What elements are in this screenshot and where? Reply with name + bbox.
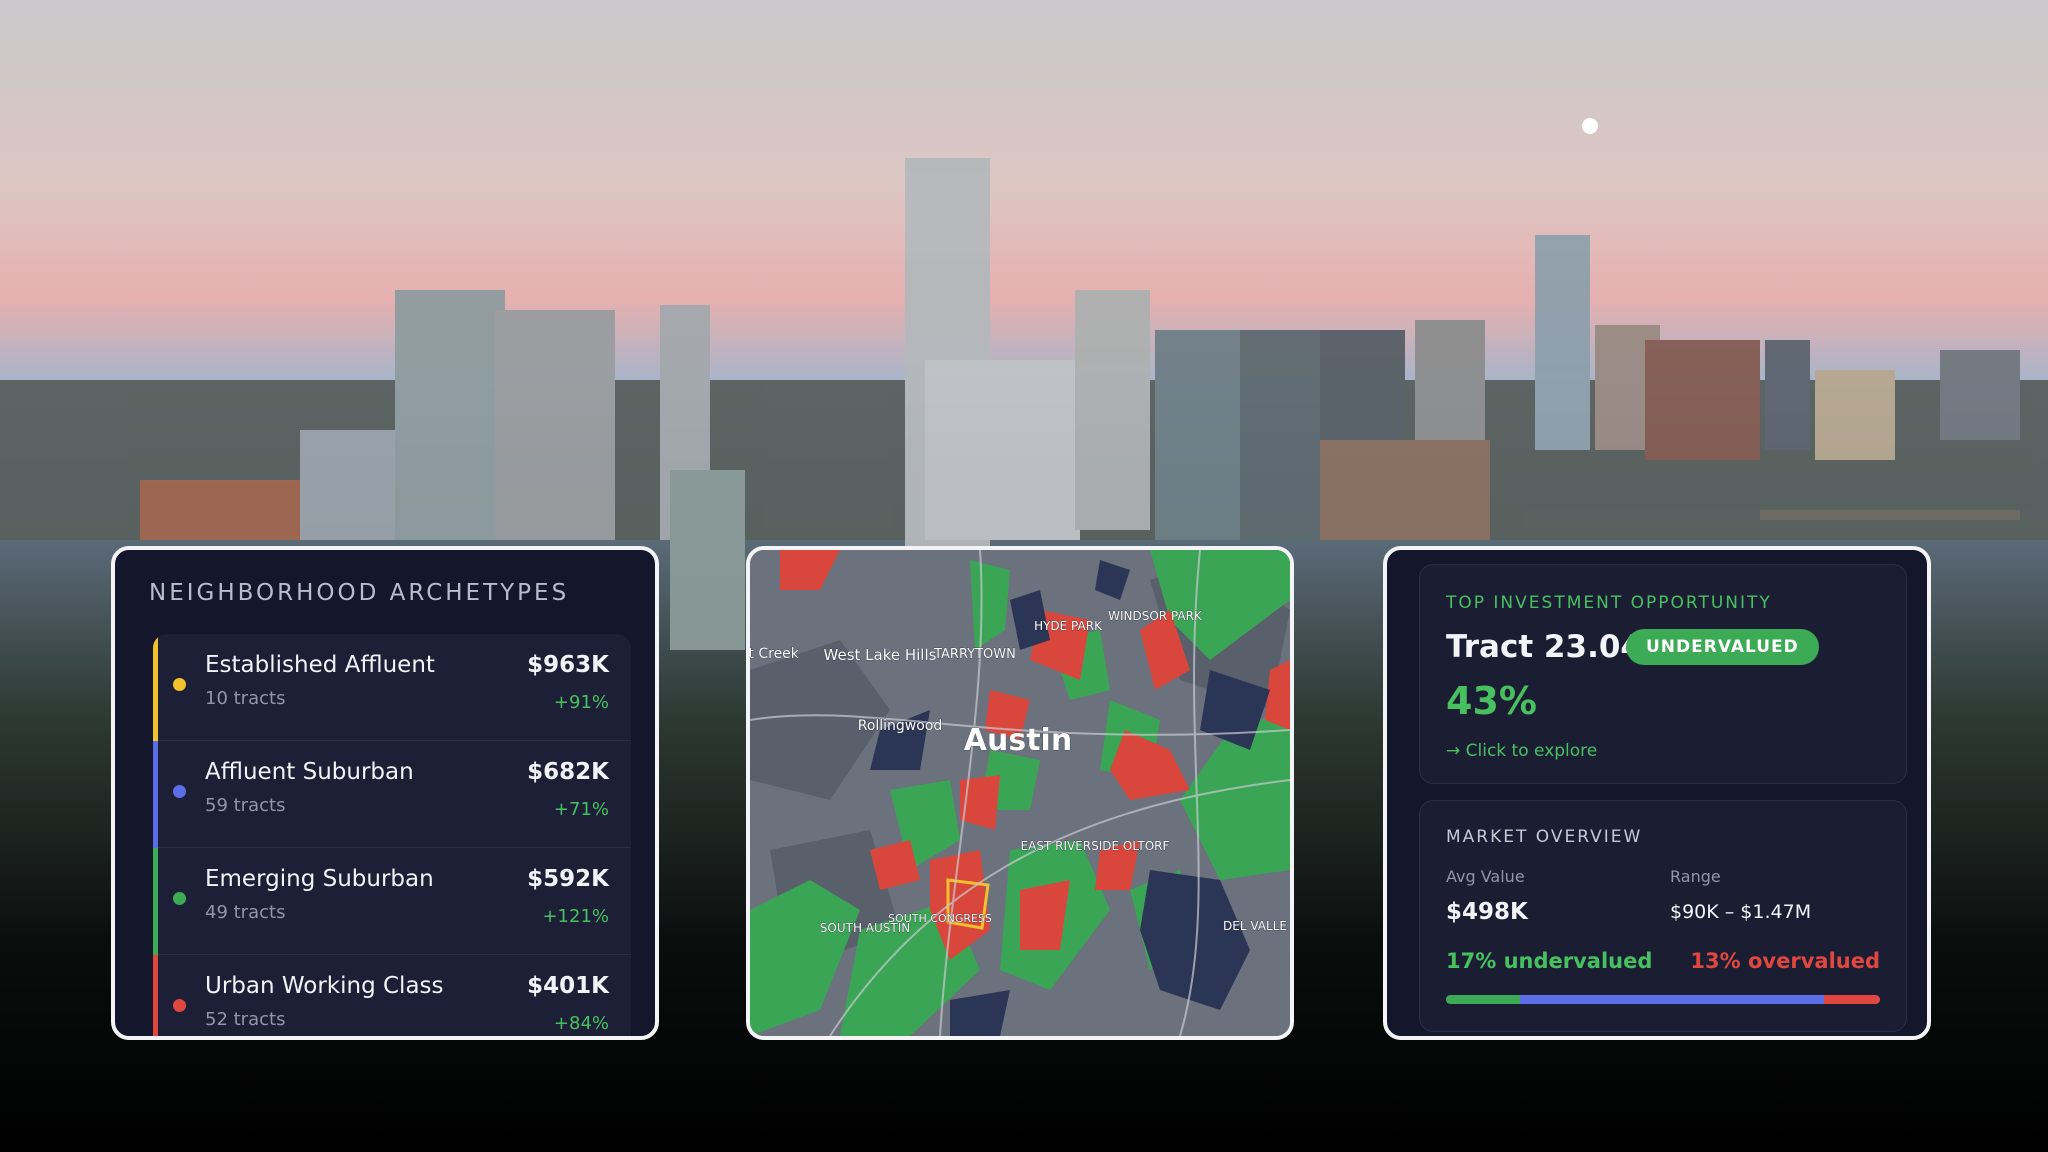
color-bar [153,634,158,741]
color-bar [153,848,158,955]
value-change: +84% [553,1013,609,1034]
archetype-name: Urban Working Class [205,973,444,999]
map-label: WINDSOR PARK [1108,609,1203,623]
value-change: +91% [553,692,609,713]
opportunity-card[interactable]: TOP INVESTMENT OPPORTUNITY Tract 23.04 U… [1419,564,1907,784]
card-heading: TOP INVESTMENT OPPORTUNITY [1446,593,1772,613]
archetype-row[interactable]: Affluent Suburban 59 tracts $682K +71% [153,741,631,848]
opportunity-percent: 43% [1446,679,1537,723]
archetype-row[interactable]: Established Affluent 10 tracts $963K +91% [153,634,631,741]
color-dot [173,999,186,1012]
tract-count: 59 tracts [205,795,286,816]
archetype-row[interactable]: Emerging Suburban 49 tracts $592K +121% [153,848,631,955]
undervalued-label: 17% undervalued [1446,949,1653,973]
color-dot [173,892,186,905]
map-label: SOUTH CONGRESS [888,912,992,925]
median-value: $592K [527,866,609,892]
map-label: TARRYTOWN [933,647,1016,662]
distribution-bar [1446,995,1880,1004]
overvalued-label: 13% overvalued [1690,949,1880,973]
map-label: EAST RIVERSIDE OLTORF [1021,839,1170,853]
avg-label: Avg Value [1446,867,1525,886]
archetype-name: Emerging Suburban [205,866,434,892]
map-label: HYDE PARK [1034,619,1103,633]
status-badge: UNDERVALUED [1626,629,1819,665]
map-panel[interactable]: Austin West Lake Hills TARRYTOWN Rollingwoo… [746,546,1294,1040]
median-value: $682K [527,759,609,785]
panel-title: NEIGHBORHOOD ARCHETYPES [149,580,570,606]
archetypes-panel: NEIGHBORHOOD ARCHETYPES Established Affl… [111,546,659,1040]
tract-name: Tract 23.04 [1446,629,1642,665]
tract-count: 52 tracts [205,1009,286,1030]
map-label: West Lake Hills [824,646,937,664]
archetype-name: Affluent Suburban [205,759,414,785]
map-label: st Creek [750,646,800,662]
tract-count: 10 tracts [205,688,286,709]
map-label: DEL VALLE [1223,919,1287,933]
avg-value: $498K [1446,899,1528,925]
map-label: Rollingwood [858,718,943,734]
insights-panel: TOP INVESTMENT OPPORTUNITY Tract 23.04 U… [1383,546,1931,1040]
color-dot [173,785,186,798]
color-bar [153,741,158,848]
archetype-list: Established Affluent 10 tracts $963K +91% Af… [153,634,631,1036]
range-label: Range [1670,867,1721,886]
value-change: +121% [542,906,609,927]
color-dot [173,678,186,691]
overvalued-segment [1823,995,1880,1004]
median-value: $963K [527,652,609,678]
map-label: Austin [964,723,1072,758]
map-label: SOUTH AUSTIN [820,921,910,935]
card-heading: MARKET OVERVIEW [1446,827,1643,847]
color-bar [153,955,158,1036]
market-card: MARKET OVERVIEW Avg Value Range $498K $9… [1419,800,1907,1032]
median-value: $401K [527,973,609,999]
undervalued-segment [1446,995,1520,1004]
explore-link[interactable]: → Click to explore [1446,741,1598,761]
archetype-row[interactable]: Urban Working Class 52 tracts $401K +84% [153,955,631,1036]
tract-count: 49 tracts [205,902,286,923]
value-change: +71% [553,799,609,820]
range-value: $90K – $1.47M [1670,901,1812,923]
archetype-name: Established Affluent [205,652,435,678]
